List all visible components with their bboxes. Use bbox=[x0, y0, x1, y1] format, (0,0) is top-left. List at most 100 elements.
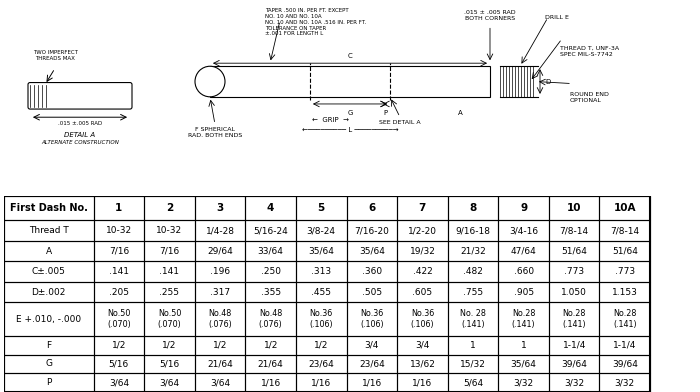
Bar bbox=[498, 196, 549, 220]
Bar bbox=[498, 373, 549, 392]
Bar bbox=[599, 241, 650, 261]
Bar bbox=[246, 373, 296, 392]
Bar bbox=[549, 241, 599, 261]
Bar bbox=[4, 336, 94, 355]
Bar bbox=[448, 196, 498, 220]
Text: A: A bbox=[46, 247, 52, 256]
Text: 3/8-24: 3/8-24 bbox=[307, 226, 336, 235]
Bar bbox=[599, 196, 650, 220]
Text: No.36
(.106): No.36 (.106) bbox=[411, 309, 434, 329]
Bar bbox=[195, 261, 246, 282]
Text: .250: .250 bbox=[260, 267, 281, 276]
Text: 9/16-18: 9/16-18 bbox=[456, 226, 491, 235]
Text: TWO IMPERFECT
THREADS MAX: TWO IMPERFECT THREADS MAX bbox=[33, 50, 78, 61]
Text: 3/32: 3/32 bbox=[615, 378, 635, 387]
Bar bbox=[599, 355, 650, 373]
Text: 19/32: 19/32 bbox=[410, 247, 435, 256]
Text: .255: .255 bbox=[160, 288, 179, 297]
Bar bbox=[549, 302, 599, 336]
Text: No.50
(.070): No.50 (.070) bbox=[158, 309, 181, 329]
Bar bbox=[599, 196, 650, 220]
Text: No.48
(.076): No.48 (.076) bbox=[208, 309, 232, 329]
Text: ALTERNATE CONSTRUCTION: ALTERNATE CONSTRUCTION bbox=[41, 140, 119, 145]
Text: 39/64: 39/64 bbox=[561, 359, 587, 368]
Bar bbox=[296, 282, 346, 302]
Bar bbox=[397, 373, 448, 392]
Bar bbox=[4, 220, 94, 241]
Bar bbox=[296, 336, 346, 355]
Text: 21/64: 21/64 bbox=[207, 359, 233, 368]
Text: .905: .905 bbox=[514, 288, 533, 297]
Bar bbox=[448, 336, 498, 355]
Bar bbox=[144, 336, 195, 355]
Text: 23/64: 23/64 bbox=[309, 359, 334, 368]
Bar bbox=[195, 336, 246, 355]
Bar bbox=[246, 336, 296, 355]
Text: 7/16-20: 7/16-20 bbox=[354, 226, 389, 235]
Text: 3/64: 3/64 bbox=[108, 378, 129, 387]
Text: 1.050: 1.050 bbox=[561, 288, 587, 297]
Text: .482: .482 bbox=[463, 267, 483, 276]
Bar bbox=[246, 302, 296, 336]
Bar bbox=[346, 196, 397, 220]
Bar bbox=[94, 336, 144, 355]
Text: 3/32: 3/32 bbox=[514, 378, 533, 387]
Bar bbox=[448, 241, 498, 261]
Bar bbox=[195, 241, 246, 261]
Text: 33/64: 33/64 bbox=[258, 247, 284, 256]
Text: .360: .360 bbox=[362, 267, 382, 276]
Text: .422: .422 bbox=[412, 267, 433, 276]
Text: 10-32: 10-32 bbox=[106, 226, 132, 235]
Text: No.36
(.106): No.36 (.106) bbox=[360, 309, 384, 329]
Text: F: F bbox=[46, 341, 51, 350]
Bar bbox=[448, 220, 498, 241]
Bar bbox=[246, 220, 296, 241]
Bar bbox=[4, 302, 94, 336]
Text: No.28
(.141): No.28 (.141) bbox=[562, 309, 586, 329]
Text: 47/64: 47/64 bbox=[511, 247, 536, 256]
Text: P: P bbox=[383, 110, 387, 116]
Bar bbox=[498, 196, 549, 220]
Text: 3: 3 bbox=[216, 203, 224, 213]
Text: 35/64: 35/64 bbox=[359, 247, 385, 256]
Bar bbox=[498, 261, 549, 282]
Text: .015 ±.005 RAD: .015 ±.005 RAD bbox=[58, 121, 102, 126]
Text: 5/16: 5/16 bbox=[160, 359, 180, 368]
Bar bbox=[397, 241, 448, 261]
Bar bbox=[144, 241, 195, 261]
Bar bbox=[296, 196, 346, 220]
Bar bbox=[246, 241, 296, 261]
Bar bbox=[296, 220, 346, 241]
Text: First Dash No.: First Dash No. bbox=[10, 203, 88, 213]
Text: Thread T: Thread T bbox=[29, 226, 69, 235]
Bar bbox=[144, 282, 195, 302]
Text: 10A: 10A bbox=[613, 203, 636, 213]
Text: DRILL E: DRILL E bbox=[545, 15, 569, 20]
Text: 4: 4 bbox=[267, 203, 274, 213]
Text: 1/16: 1/16 bbox=[362, 378, 382, 387]
Bar bbox=[397, 355, 448, 373]
Bar bbox=[599, 220, 650, 241]
Bar bbox=[94, 261, 144, 282]
Text: 7/8-14: 7/8-14 bbox=[559, 226, 589, 235]
Text: E +.010, -.000: E +.010, -.000 bbox=[16, 315, 81, 324]
Text: .015 ± .005 RAD
BOTH CORNERS: .015 ± .005 RAD BOTH CORNERS bbox=[464, 10, 516, 21]
Text: 1-1/4: 1-1/4 bbox=[563, 341, 586, 350]
Bar bbox=[549, 261, 599, 282]
Text: 1: 1 bbox=[116, 203, 122, 213]
Text: .660: .660 bbox=[514, 267, 533, 276]
Text: 5/16: 5/16 bbox=[108, 359, 129, 368]
Text: 10: 10 bbox=[567, 203, 582, 213]
Text: 35/64: 35/64 bbox=[308, 247, 334, 256]
Text: 15/32: 15/32 bbox=[460, 359, 486, 368]
Text: ←  GRIP  →: ← GRIP → bbox=[312, 117, 349, 123]
Bar bbox=[94, 196, 144, 220]
Text: 3/64: 3/64 bbox=[210, 378, 230, 387]
Bar bbox=[296, 355, 346, 373]
Bar bbox=[94, 220, 144, 241]
Text: 1/16: 1/16 bbox=[311, 378, 331, 387]
Bar bbox=[210, 66, 490, 97]
Bar bbox=[144, 196, 195, 220]
Bar bbox=[549, 196, 599, 220]
Bar bbox=[195, 373, 246, 392]
